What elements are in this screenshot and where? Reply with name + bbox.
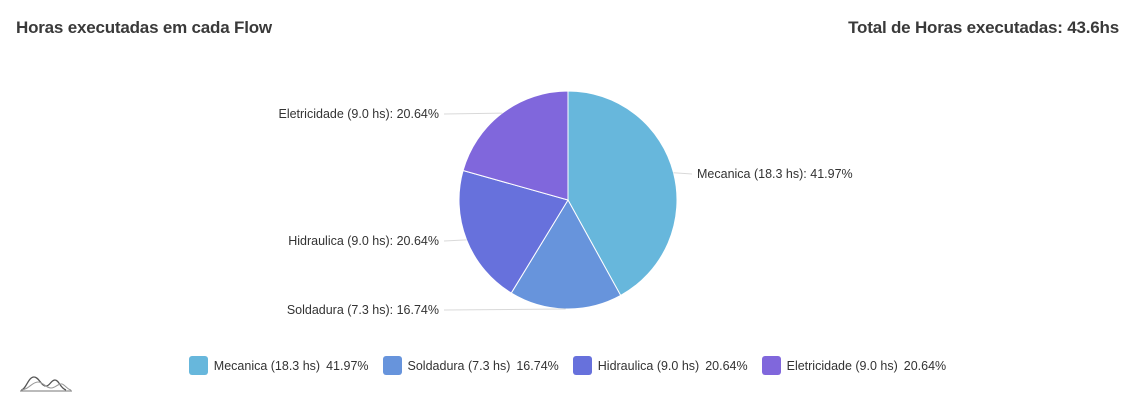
slice-label-hidraulica: Hidraulica (9.0 hs): 20.64%: [288, 234, 439, 248]
slice-label-soldadura: Soldadura (7.3 hs): 16.74%: [287, 303, 439, 317]
legend-swatch: [382, 356, 402, 375]
legend-swatch: [188, 356, 208, 375]
label-leader-line: [673, 172, 693, 175]
slice-label-mecanica: Mecanica (18.3 hs): 41.97%: [697, 167, 853, 181]
legend-swatch: [572, 356, 592, 375]
pie-chart: Mecanica (18.3 hs): 41.97% Soldadura (7.3…: [278, 90, 853, 317]
legend-item-hidraulica[interactable]: Hidraulica (9.0 hs) 20.64%: [572, 356, 748, 375]
legend-label: Eletricidade (9.0 hs): [786, 358, 898, 373]
legend-label: Hidraulica (9.0 hs): [597, 358, 700, 373]
label-leader-line: [443, 239, 467, 242]
pie-slice-hidraulica[interactable]: [458, 169, 569, 294]
chart-title: Horas executadas em cada Flow: [16, 18, 272, 37]
legend-value: 20.64%: [903, 358, 947, 373]
legend-value: 16.74%: [516, 358, 559, 373]
label-leader-line: [443, 308, 566, 311]
label-leader-line: [443, 112, 503, 115]
pie-slice-mecanica[interactable]: [567, 90, 678, 297]
legend-item-mecanica[interactable]: Mecanica (18.3 hs) 41.97%: [188, 356, 369, 375]
chart-legend: Mecanica (18.3 hs) 41.97% Soldadura (7.3 h…: [0, 356, 1135, 375]
legend-swatch: [761, 356, 781, 375]
legend-item-soldadura[interactable]: Soldadura (7.3 hs) 16.74%: [382, 356, 559, 375]
legend-value: 41.97%: [326, 358, 369, 373]
legend-label: Mecanica (18.3 hs): [213, 358, 321, 373]
legend-value: 20.64%: [705, 358, 748, 373]
pie-slice-soldadura[interactable]: [510, 199, 622, 310]
slice-label-eletricidade: Eletricidade (9.0 hs): 20.64%: [278, 107, 439, 121]
total-hours: Total de Horas executadas: 43.6hs: [848, 18, 1119, 37]
legend-label: Soldadura (7.3 hs): [407, 358, 511, 373]
legend-item-eletricidade[interactable]: Eletricidade (9.0 hs) 20.64%: [761, 356, 947, 375]
pie-slice-eletricidade[interactable]: [462, 90, 569, 201]
amcharts-logo-icon: [20, 376, 72, 392]
